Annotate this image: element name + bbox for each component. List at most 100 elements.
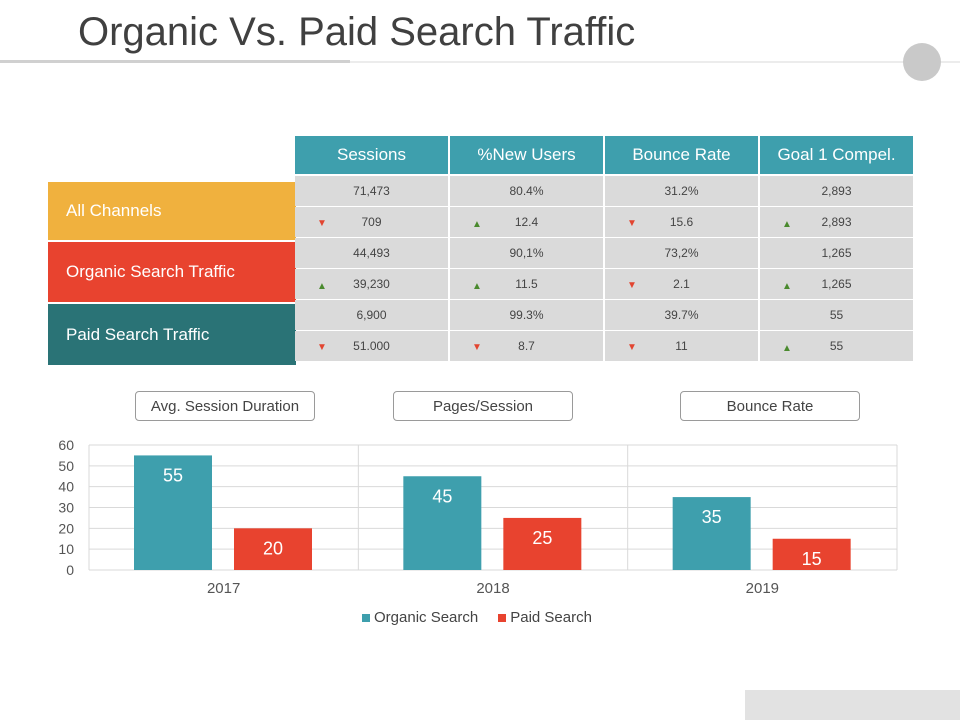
cell-value: 709 — [361, 215, 382, 229]
bar-paid — [772, 538, 851, 570]
x-tick-label: 2017 — [207, 580, 240, 597]
page-title: Organic Vs. Paid Search Traffic — [78, 10, 636, 54]
data-label: 25 — [532, 528, 552, 548]
table-row: ▼ 709 ▲ 12.4 ▼ 15.6 ▲ 2,893 — [295, 207, 915, 237]
cell-value: 2,893 — [821, 184, 852, 198]
data-label: 15 — [802, 549, 822, 569]
y-tick-label: 60 — [58, 437, 74, 453]
arrow-down-icon: ▼ — [627, 342, 637, 353]
table-cell: ▼ 709 — [295, 207, 448, 237]
arrow-down-icon: ▼ — [472, 342, 482, 353]
row-label-organic: Organic Search Traffic — [48, 242, 296, 302]
bounce-rate-button[interactable]: Bounce Rate — [680, 391, 860, 421]
cell-value: 39.7% — [664, 308, 699, 322]
data-label: 20 — [263, 538, 283, 558]
arrow-up-icon: ▲ — [472, 281, 482, 292]
cell-value: 1,265 — [821, 277, 852, 291]
table-cell: ▲ 1,265 — [760, 269, 913, 299]
arrow-up-icon: ▲ — [317, 281, 327, 292]
header-bounce-rate: Bounce Rate — [605, 136, 758, 174]
legend-swatch-organic — [362, 613, 370, 622]
y-tick-label: 0 — [66, 562, 74, 578]
table-row: 6,900 99.3% 39.7% 55 — [295, 300, 915, 330]
cell-value: 39,230 — [353, 277, 390, 291]
table-cell: 44,493 — [295, 238, 448, 268]
arrow-down-icon: ▼ — [317, 218, 327, 229]
metrics-table: 71,473 80.4% 31.2% 2,893 ▼ 709 ▲ 12.4 ▼ 15.6 ▲ 2,89… — [295, 176, 915, 362]
bar-paid — [503, 517, 582, 570]
table-cell: 6,900 — [295, 300, 448, 330]
arrow-up-icon: ▲ — [472, 219, 482, 230]
row-label-all-channels: All Channels — [48, 182, 296, 240]
arrow-up-icon: ▲ — [782, 281, 792, 292]
table-row: ▲ 39,230 ▲ 11.5 ▼ 2.1 ▲ 1,265 — [295, 269, 915, 299]
cell-value: 12.4 — [514, 215, 539, 229]
cell-value: 1,265 — [821, 246, 852, 260]
header-new-users: %New Users — [450, 136, 603, 174]
table-cell: 99.3% — [450, 300, 603, 330]
cell-value: 6,900 — [356, 308, 387, 322]
cell-value: 99.3% — [509, 308, 544, 322]
title-underline — [0, 60, 350, 63]
cell-value: 55 — [829, 339, 844, 353]
x-tick-label: 2019 — [746, 580, 779, 597]
cell-value: 44,493 — [353, 246, 390, 260]
bar-organic — [134, 455, 212, 570]
pages-session-button[interactable]: Pages/Session — [393, 391, 573, 421]
cell-value: 71,473 — [353, 184, 390, 198]
cell-value: 11.5 — [515, 277, 538, 291]
legend-item-paid: Paid Search — [498, 609, 592, 626]
y-tick-label: 20 — [58, 520, 74, 536]
header-goal: Goal 1 Compel. — [760, 136, 913, 174]
corner-circle — [903, 43, 941, 81]
chart-legend: Organic Search Paid Search — [362, 609, 612, 626]
legend-swatch-paid — [498, 613, 507, 622]
footer-block — [745, 690, 960, 720]
arrow-down-icon: ▼ — [627, 218, 637, 229]
y-tick-label: 10 — [58, 541, 74, 557]
x-tick-label: 2018 — [476, 580, 509, 597]
cell-value: 90,1% — [509, 246, 544, 260]
table-cell: ▼ 11 — [605, 331, 758, 361]
bar-chart: 0 10 20 30 40 50 60 55 20 2017 45 25 2018 35 15 2019 — [58, 437, 898, 597]
legend-label-paid: Paid Search — [510, 609, 592, 626]
cell-value: 11 — [675, 339, 688, 353]
data-label: 45 — [432, 486, 452, 506]
table-cell: 71,473 — [295, 176, 448, 206]
arrow-up-icon: ▲ — [782, 219, 792, 230]
cell-value: 51.000 — [353, 339, 390, 353]
table-row: ▼ 51.000 ▼ 8.7 ▼ 11 ▲ 55 — [295, 331, 915, 361]
table-cell: 80.4% — [450, 176, 603, 206]
cell-value: 80.4% — [509, 184, 544, 198]
table-cell: 39.7% — [605, 300, 758, 330]
cell-value: 15.6 — [669, 215, 694, 229]
bar-paid — [234, 528, 312, 570]
table-cell: 2,893 — [760, 176, 913, 206]
y-tick-label: 30 — [58, 500, 74, 516]
data-label: 35 — [702, 507, 722, 527]
y-tick-label: 50 — [58, 458, 74, 474]
cell-value: 73,2% — [664, 246, 699, 260]
table-cell: 90,1% — [450, 238, 603, 268]
table-cell: ▼ 2.1 — [605, 269, 758, 299]
table-cell: ▼ 8.7 — [450, 331, 603, 361]
table-row: 71,473 80.4% 31.2% 2,893 — [295, 176, 915, 206]
cell-value: 8.7 — [518, 339, 535, 353]
table-row: 44,493 90,1% 73,2% 1,265 — [295, 238, 915, 268]
cell-value: 31.2% — [664, 184, 699, 198]
header-sessions: Sessions — [295, 136, 448, 174]
cell-value: 2,893 — [821, 215, 852, 229]
table-cell: 1,265 — [760, 238, 913, 268]
table-cell: ▼ 15.6 — [605, 207, 758, 237]
table-cell: ▲ 2,893 — [760, 207, 913, 237]
avg-session-duration-button[interactable]: Avg. Session Duration — [135, 391, 315, 421]
arrow-down-icon: ▼ — [317, 342, 327, 353]
row-label-paid: Paid Search Traffic — [48, 304, 296, 365]
table-cell: 73,2% — [605, 238, 758, 268]
legend-label-organic: Organic Search — [374, 609, 479, 626]
table-cell: ▲ 11.5 — [450, 269, 603, 299]
legend-item-organic: Organic Search — [362, 609, 478, 626]
table-header: Sessions %New Users Bounce Rate Goal 1 C… — [295, 136, 915, 174]
table-cell: ▲ 55 — [760, 331, 913, 361]
table-cell: ▼ 51.000 — [295, 331, 448, 361]
